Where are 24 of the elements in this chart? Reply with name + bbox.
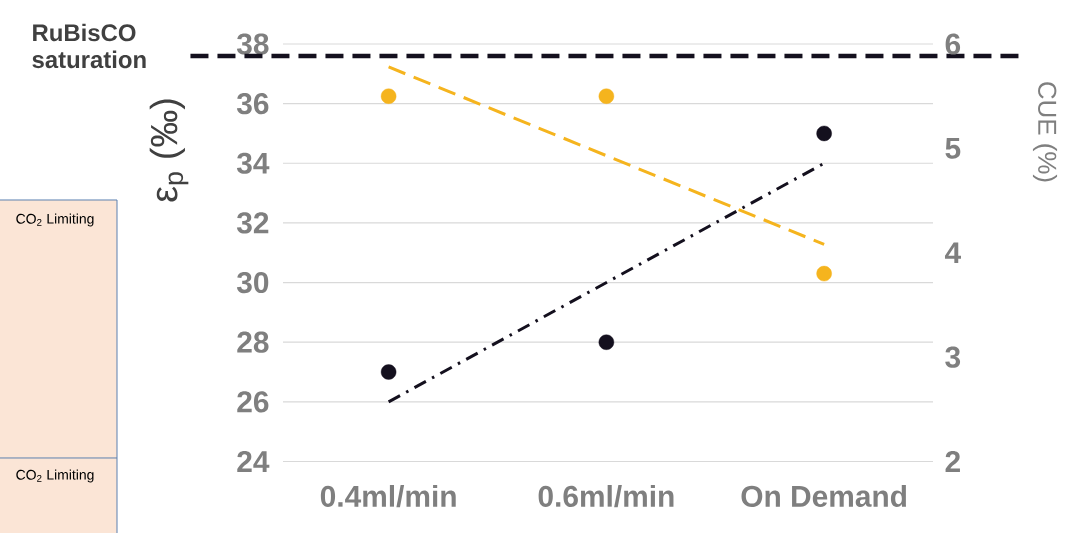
y2-tick-label: 5: [945, 137, 961, 159]
x-tick-label: 0.4ml/min: [320, 485, 456, 508]
y2-tick-label: 4: [944, 242, 961, 264]
y-tick-label: 36: [236, 93, 269, 115]
y-tick-label: 38: [236, 33, 269, 55]
y2-tick-label: 6: [945, 33, 961, 55]
y-tick-label: 26: [237, 391, 269, 413]
y-tick-label: 34: [236, 152, 270, 174]
x-tick-label: 0.6ml/min: [538, 485, 674, 508]
y2-axis-title: CUE (%): [1032, 82, 1058, 182]
point: [816, 125, 832, 142]
text: CO$_{2}$ Limiting: [16, 469, 94, 483]
y-tick-label: 24: [237, 451, 270, 472]
y2-tick-label: 2: [945, 451, 960, 472]
y2-tick-label: 3: [945, 346, 961, 368]
text: CO$_{2}$ Limiting: [16, 213, 94, 227]
y-tick-label: 30: [236, 271, 269, 294]
ref-line-label: RuBisCO saturation: [32, 23, 146, 69]
point: [380, 364, 397, 380]
point: [598, 334, 615, 350]
x-tick-label: On Demand: [741, 485, 906, 507]
y-axis-title: ε$_{p}$ (‰): [149, 99, 189, 202]
y-tick-label: 28: [237, 331, 269, 353]
y-tick-label: 32: [236, 212, 269, 234]
